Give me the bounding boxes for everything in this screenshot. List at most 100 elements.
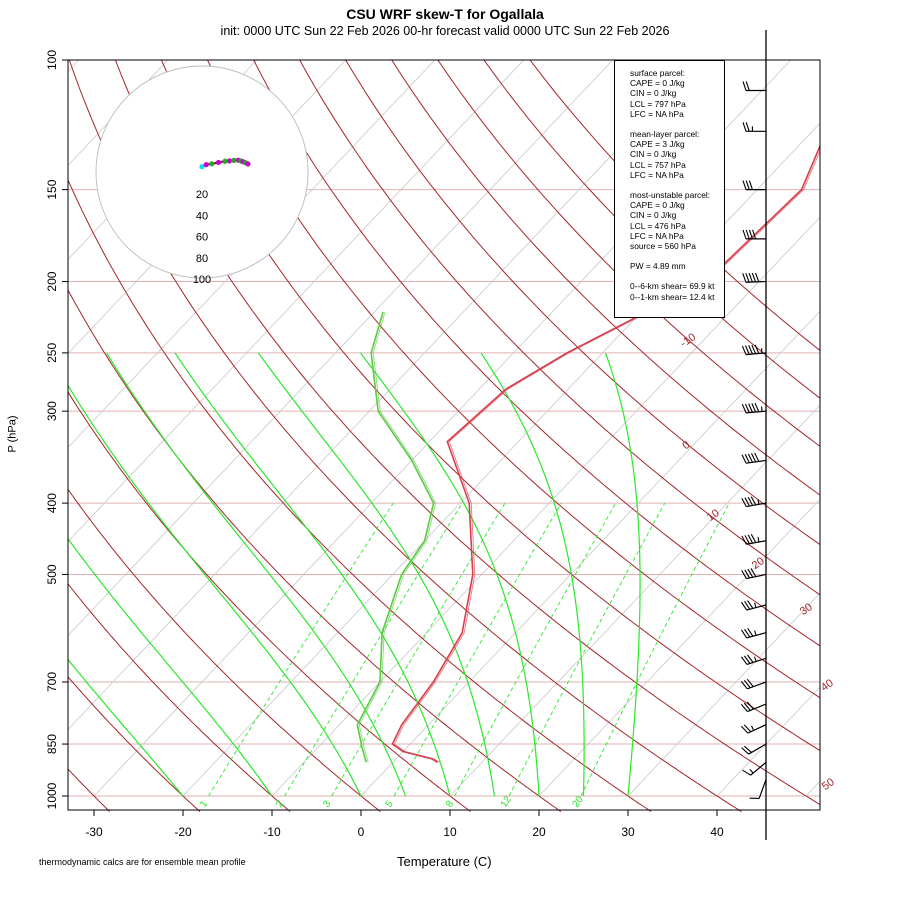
wind-barb-flag <box>744 535 750 544</box>
isotherm-line <box>182 122 820 797</box>
dry-adiabat-line <box>483 60 820 399</box>
hodograph-point <box>203 162 209 168</box>
wind-barb <box>746 502 767 508</box>
wind-barb-flag <box>741 747 750 755</box>
isotherm-line <box>895 60 900 796</box>
isotherm-line <box>538 498 820 797</box>
isotherm-line <box>360 310 820 797</box>
moist-adiabat-line <box>360 352 540 797</box>
y-tick-label: 700 <box>45 672 59 692</box>
dry-adiabat-line <box>114 60 820 806</box>
moist-adiabat-line <box>174 352 451 797</box>
info-line: CAPE = 0 J/kg <box>630 78 685 89</box>
info-line: source = 560 hPa <box>630 241 696 252</box>
info-line: LFC = NA hPa <box>630 169 684 180</box>
dewpoint-line <box>358 311 437 763</box>
wind-barb-flag <box>743 724 752 733</box>
y-tick-label: 150 <box>45 179 59 199</box>
info-line: CIN = 0 J/kg <box>630 149 677 160</box>
wind-barb-flag <box>747 453 754 463</box>
wind-barb-flag <box>754 630 757 636</box>
wind-barb-flag <box>742 122 747 132</box>
wind-barb-flag <box>745 81 750 91</box>
wind-barb-flag <box>747 534 754 544</box>
plot-frame <box>67 59 821 811</box>
wind-barb <box>747 724 767 734</box>
wind-barb-flag <box>740 725 749 734</box>
wind-barb-flag <box>741 535 747 545</box>
hodograph-ring-label: 40 <box>196 210 208 222</box>
wind-barb-flag <box>740 703 748 712</box>
moist-adiabat-line <box>68 658 184 797</box>
info-line: LCL = 757 hPa <box>630 159 686 170</box>
wind-barb-flag <box>741 497 747 507</box>
hodograph-point <box>226 158 233 164</box>
wind-barb-flag <box>748 180 753 190</box>
wind-barb-flag <box>745 122 750 132</box>
wind-barb-flag <box>757 499 760 505</box>
wind-barb-flag <box>744 601 751 610</box>
x-tick-label: -30 <box>85 825 103 839</box>
most-unstable-parcel-block: most-unstable parcel: CAPE = 0 J/kg CIN … <box>630 190 724 251</box>
info-line: surface parcel: <box>630 68 685 78</box>
wind-barb-flag <box>743 679 751 689</box>
y-tick-label: 400 <box>45 493 59 513</box>
wind-barb <box>745 280 767 283</box>
wind-barb-flag <box>751 272 757 283</box>
hodograph-ring <box>95 65 309 279</box>
dry-adiabat-line <box>68 60 742 812</box>
dry-adiabat-label: 0 <box>680 439 692 452</box>
wind-barb-flag <box>747 496 754 506</box>
wind-barb-flag <box>742 769 751 776</box>
wind-barb-flag <box>748 272 753 283</box>
dewpoint-line <box>356 311 435 763</box>
mixing-ratio-line <box>508 502 666 797</box>
mixing-ratio-line <box>393 502 562 797</box>
x-tick-label: 30 <box>621 825 635 839</box>
y-tick-label: 300 <box>45 401 59 421</box>
isotherm-line <box>68 60 614 637</box>
chart-labels: 1 2 3 5 8 12 201001502002503004005007008501000… <box>45 50 837 839</box>
y-axis-label: P (hPa) <box>6 415 19 453</box>
info-line: mean-layer parcel: <box>630 129 700 140</box>
moist-adiabat-line <box>68 537 273 797</box>
dry-adiabat-line <box>68 391 471 812</box>
info-line: 0--1-km shear= 12.4 kt <box>630 291 715 302</box>
wind-barb-flag <box>742 229 747 240</box>
isotherm-line <box>68 60 525 543</box>
wind-barb-flag <box>744 345 750 355</box>
mean-layer-parcel-block: mean-layer parcel: CAPE = 3 J/kg CIN = 0… <box>630 129 724 180</box>
dry-adiabat-label: 40 <box>819 677 836 694</box>
wind-barb-flag <box>754 452 760 462</box>
info-line: PW = 4.89 mm <box>630 261 686 272</box>
hodograph-ring-label: 80 <box>196 253 208 265</box>
hodograph-ring-label: 100 <box>193 274 211 286</box>
info-line: CAPE = 0 J/kg <box>630 200 685 211</box>
wind-barb-flag <box>750 533 757 543</box>
info-line: LFC = NA hPa <box>630 108 684 119</box>
isotherm-line <box>449 404 820 797</box>
wind-barb-flag <box>745 229 750 240</box>
wind-barb-flag <box>746 654 754 663</box>
wind-barb-flag <box>750 496 757 506</box>
y-tick-label: 100 <box>45 50 59 70</box>
wind-barb-flag <box>742 273 747 283</box>
wind-barb-flag <box>754 602 757 608</box>
x-tick-label: 0 <box>358 825 365 839</box>
hodograph-point <box>215 159 222 166</box>
mixing-ratio-label: 1 <box>198 798 210 809</box>
wind-barb <box>746 352 767 356</box>
wind-barb <box>747 703 767 713</box>
dry-adiabat-line <box>160 60 820 752</box>
x-tick-label: -10 <box>263 825 281 839</box>
info-line: 0--6-km shear= 69.9 kt <box>630 281 715 292</box>
info-line: CAPE = 3 J/kg <box>630 139 685 150</box>
mixing-ratio-line <box>454 502 617 797</box>
hodograph: 20 40 60 80 100 <box>95 65 309 286</box>
wind-barb-flag <box>746 701 754 710</box>
wind-barb-flag <box>744 403 750 413</box>
dry-adiabat-line <box>206 60 820 699</box>
wind-barb-flag <box>751 725 755 731</box>
wind-barb-flag <box>743 702 751 711</box>
